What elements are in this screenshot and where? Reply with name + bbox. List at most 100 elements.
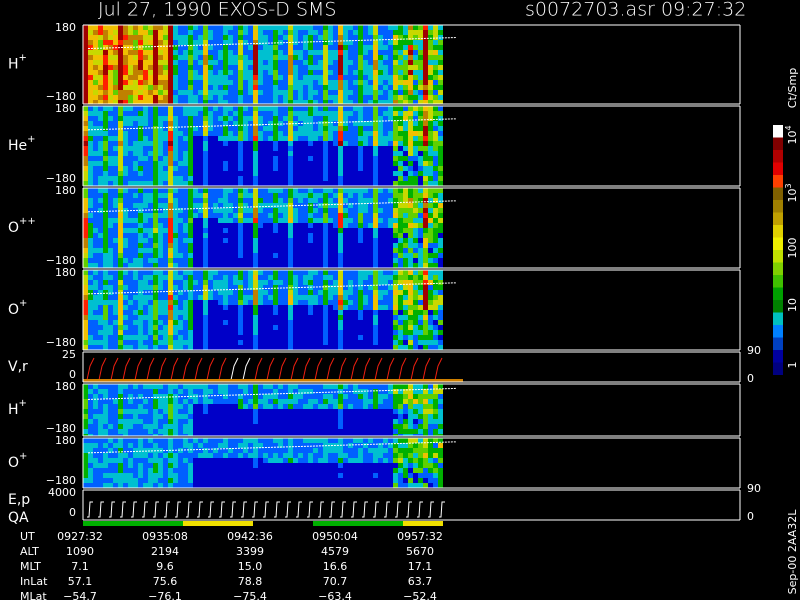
spectrogram-cell — [158, 389, 163, 394]
spectrogram-cell — [338, 75, 343, 80]
spectrogram-cell — [303, 320, 308, 325]
spectrogram-cell — [343, 25, 348, 30]
spectrogram-cell — [83, 295, 88, 300]
spectrogram-cell — [273, 25, 278, 30]
spectrogram-cell — [253, 275, 258, 280]
spectrogram-cell — [373, 146, 378, 151]
spectrogram-cell — [118, 310, 123, 315]
spectrogram-cell — [143, 188, 148, 193]
spectrogram-cell — [368, 248, 373, 253]
spectrogram-cell — [433, 75, 438, 80]
spectrogram-cell — [433, 156, 438, 161]
spectrogram-cell — [418, 258, 423, 263]
spectrogram-cell — [163, 55, 168, 60]
spectrogram-cell — [348, 176, 353, 181]
spectrogram-cell — [338, 345, 343, 350]
spectrogram-cell — [318, 136, 323, 141]
spectrogram-cell — [133, 40, 138, 45]
spectrogram-cell — [283, 330, 288, 335]
spectrogram-cell — [168, 414, 173, 419]
spectrogram-cell — [383, 208, 388, 213]
spectrogram-cell — [183, 75, 188, 80]
spectrogram-cell — [393, 30, 398, 35]
spectrogram-cell — [373, 248, 378, 253]
spectrogram-cell — [393, 35, 398, 40]
spectrogram-cell — [438, 218, 443, 223]
spectrogram-cell — [138, 136, 143, 141]
spectrogram-cell — [263, 243, 268, 248]
spectrogram-cell — [428, 345, 433, 350]
spectrogram-cell — [148, 203, 153, 208]
spectrogram-cell — [328, 258, 333, 263]
spectrogram-cell — [203, 218, 208, 223]
spectrogram-cell — [183, 263, 188, 268]
spectrogram-cell — [363, 126, 368, 131]
spectrogram-cell — [193, 188, 198, 193]
spectrogram-cell — [223, 116, 228, 121]
spectrogram-cell — [108, 50, 113, 55]
spectrogram-cell — [268, 315, 273, 320]
spectrogram-cell — [343, 320, 348, 325]
spectrogram-cell — [428, 213, 433, 218]
spectrogram-cell — [168, 275, 173, 280]
spectrogram-cell — [358, 295, 363, 300]
spectrogram-cell — [313, 280, 318, 285]
spectrogram-cell — [278, 320, 283, 325]
spectrogram-cell — [98, 285, 103, 290]
spectrogram-cell — [328, 70, 333, 75]
spectrogram-cell — [248, 136, 253, 141]
spectrogram-cell — [203, 131, 208, 136]
spectrogram-cell — [223, 320, 228, 325]
spectrogram-cell — [348, 315, 353, 320]
spectrogram-cell — [178, 100, 183, 104]
spectrogram-cell — [173, 136, 178, 141]
spectrogram-cell — [258, 218, 263, 223]
spectrogram-cell — [368, 100, 373, 104]
spectrogram-cell — [153, 208, 158, 213]
spectrogram-cell — [148, 419, 153, 424]
spectrogram-cell — [288, 320, 293, 325]
spectrogram-cell — [438, 181, 443, 186]
spectrogram-cell — [388, 136, 393, 141]
spectrogram-cell — [213, 25, 218, 30]
spectrogram-cell — [168, 208, 173, 213]
spectrogram-cell — [333, 263, 338, 268]
spectrogram-cell — [288, 258, 293, 263]
spectrogram-cell — [318, 258, 323, 263]
spectrogram-cell — [318, 131, 323, 136]
spectrogram-cell — [363, 258, 368, 263]
spectrogram-cell — [183, 223, 188, 228]
spectrogram-cell — [263, 275, 268, 280]
spectrogram-cell — [288, 70, 293, 75]
spectrogram-cell — [113, 389, 118, 394]
spectrogram-cell — [408, 340, 413, 345]
spectrogram-cell — [303, 116, 308, 121]
spectrogram-cell — [248, 253, 253, 258]
spectrogram-cell — [98, 248, 103, 253]
spectrogram-cell — [438, 85, 443, 90]
spectrogram-cell — [238, 335, 243, 340]
spectrogram-cell — [288, 243, 293, 248]
spectrogram-cell — [313, 30, 318, 35]
spectrogram-cell — [283, 340, 288, 345]
spectrogram-cell — [193, 330, 198, 335]
spectrogram-cell — [163, 243, 168, 248]
spectrogram-cell — [158, 106, 163, 111]
spectrogram-cell — [88, 45, 93, 50]
spectrogram-cell — [318, 106, 323, 111]
spectrogram-cell — [163, 399, 168, 404]
spectrogram-cell — [353, 40, 358, 45]
spectrogram-cell — [113, 193, 118, 198]
spectrogram-cell — [288, 176, 293, 181]
spectrogram-cell — [328, 161, 333, 166]
spectrogram-cell — [173, 80, 178, 85]
spectrogram-cell — [108, 218, 113, 223]
spectrogram-cell — [193, 55, 198, 60]
spectrogram-cell — [113, 203, 118, 208]
spectrogram-cell — [208, 280, 213, 285]
spectrogram-cell — [318, 233, 323, 238]
spectrogram-cell — [393, 100, 398, 104]
spectrogram-cell — [128, 106, 133, 111]
spectrogram-cell — [433, 193, 438, 198]
spectrogram-cell — [393, 305, 398, 310]
